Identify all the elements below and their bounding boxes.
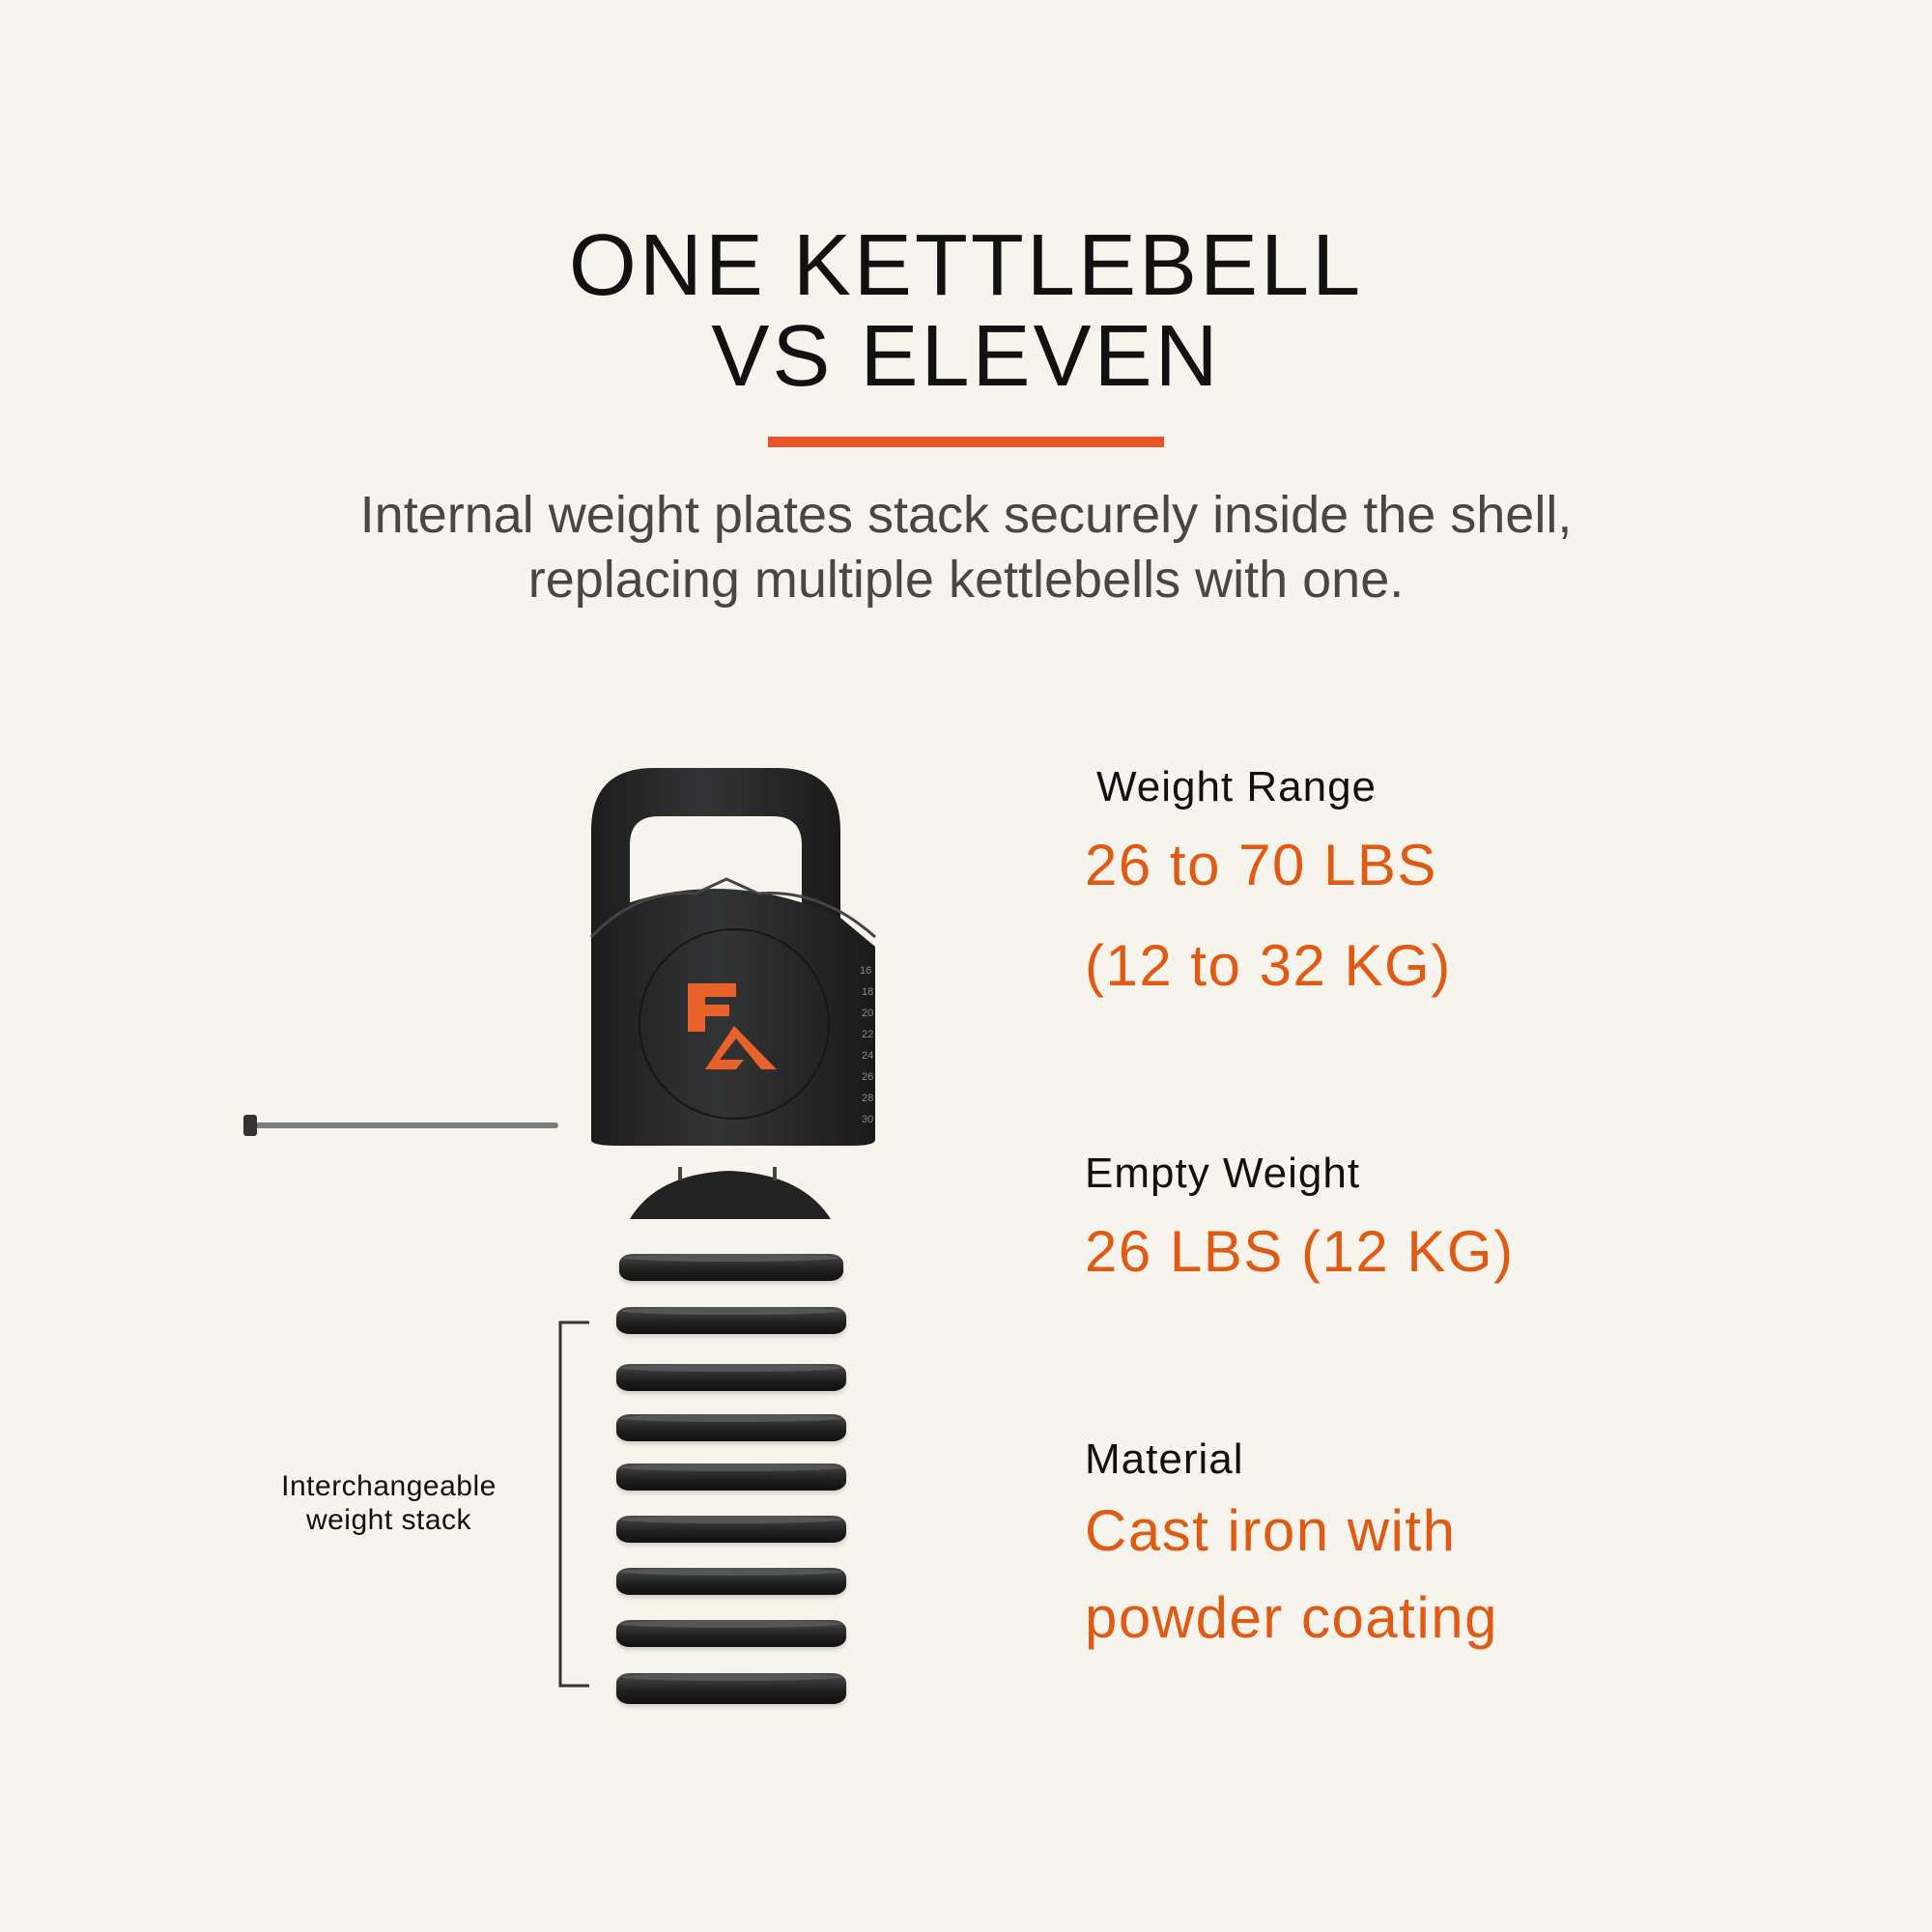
- svg-text:18: 18: [862, 986, 873, 998]
- title-line-2: VS ELEVEN: [711, 308, 1221, 405]
- subtitle: Internal weight plates stack securely in…: [0, 483, 1932, 612]
- svg-text:24: 24: [862, 1050, 873, 1062]
- spec-value: 26 to 70 LBS: [1085, 833, 1437, 897]
- stack-label: Interchangeable weight stack: [242, 1469, 536, 1537]
- stack-label-line-2: weight stack: [305, 1504, 472, 1536]
- weight-plate: [616, 1516, 846, 1543]
- spec-value: powder coating: [1085, 1585, 1498, 1650]
- spec-value: 26 LBS (12 KG): [1085, 1219, 1515, 1284]
- spec-empty-weight: Empty Weight 26 LBS (12 KG): [1085, 1150, 1515, 1300]
- spec-label: Material: [1085, 1435, 1244, 1483]
- kettlebell-illustration: 16 18 20 22 24 26 28 30: [243, 768, 876, 1688]
- kettlebell-body: [591, 889, 875, 1146]
- weight-plate: [616, 1620, 846, 1647]
- kettlebell-handle: [591, 768, 840, 956]
- spec-weight-range: Weight Range 26 to 70 LBS (12 to 32 KG): [1085, 763, 1452, 1014]
- stack-label-line-1: Interchangeable: [281, 1470, 497, 1502]
- weight-plate: [619, 1254, 843, 1281]
- stack-bracket: [558, 1321, 589, 1688]
- weight-plate: [616, 1307, 846, 1334]
- spec-material: Material Cast iron with powder coating: [1085, 1435, 1498, 1662]
- scale-marks: 16 18 20 22 24 26 28 30: [860, 965, 873, 1125]
- subtitle-line-2: replacing multiple kettlebells with one.: [527, 551, 1405, 609]
- svg-text:26: 26: [862, 1071, 873, 1083]
- weight-plate: [616, 1463, 846, 1491]
- weight-plate: [616, 1568, 846, 1595]
- title-line-1: ONE KETTLEBELL: [568, 217, 1364, 314]
- svg-text:30: 30: [862, 1114, 873, 1125]
- fa-logo: [688, 983, 777, 1069]
- weight-plate: [616, 1673, 846, 1704]
- spec-label: Weight Range: [1096, 763, 1378, 810]
- svg-text:20: 20: [862, 1008, 873, 1019]
- subtitle-line-1: Internal weight plates stack securely in…: [359, 486, 1573, 544]
- weight-plate: [616, 1364, 846, 1391]
- spec-value: (12 to 32 KG): [1085, 933, 1452, 998]
- locking-pin: [243, 1115, 558, 1136]
- svg-text:28: 28: [862, 1093, 873, 1104]
- spec-value: Cast iron with: [1085, 1498, 1457, 1563]
- stack-lid: [630, 1171, 831, 1219]
- page-title: ONE KETTLEBELL VS ELEVEN: [0, 220, 1932, 402]
- spec-label: Empty Weight: [1085, 1150, 1361, 1197]
- accent-divider: [768, 437, 1164, 447]
- svg-text:16: 16: [860, 965, 871, 977]
- weight-plate: [616, 1414, 846, 1441]
- svg-text:22: 22: [862, 1029, 873, 1040]
